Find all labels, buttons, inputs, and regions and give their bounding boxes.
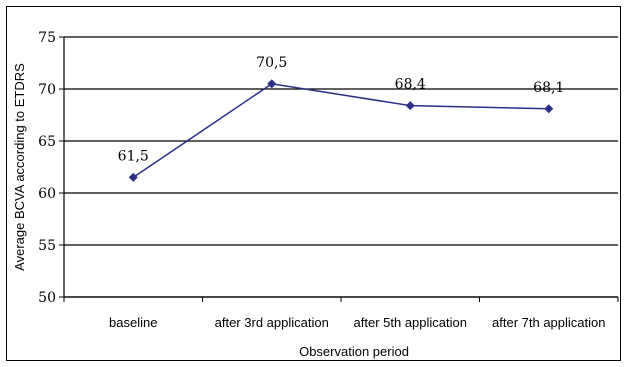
x-tick-label: after 7th application: [492, 315, 605, 330]
data-label: 68,1: [533, 80, 564, 96]
x-tick-label: after 3rd application: [215, 315, 329, 330]
data-point: [405, 101, 415, 111]
data-label: 61,5: [118, 148, 149, 164]
data-label: 68,4: [395, 77, 426, 93]
data-label: 70,5: [256, 55, 287, 71]
data-point: [267, 79, 277, 89]
y-tick-label: 50: [38, 290, 56, 306]
y-tick-label: 70: [38, 82, 56, 98]
x-axis-title: Observation period: [299, 344, 409, 359]
y-tick-label: 60: [38, 186, 56, 202]
x-tick-label: after 5th application: [354, 315, 467, 330]
labels: 50 55 60 65 70 75 baseline after 3rd applicatio…: [38, 30, 605, 330]
y-tick-label: 75: [38, 30, 56, 46]
series-line: [132, 83, 549, 179]
y-tick-label: 55: [38, 238, 56, 254]
y-axis-title: Average BCVA according to ETDRS: [12, 63, 27, 271]
chart-frame: [6, 6, 621, 361]
x-tick-label: baseline: [109, 315, 157, 330]
gridlines: [64, 36, 618, 298]
y-tick-label: 65: [38, 134, 56, 150]
axes: [59, 36, 619, 302]
data-point: [544, 104, 554, 114]
series: [128, 79, 554, 182]
data-point: [128, 172, 138, 182]
